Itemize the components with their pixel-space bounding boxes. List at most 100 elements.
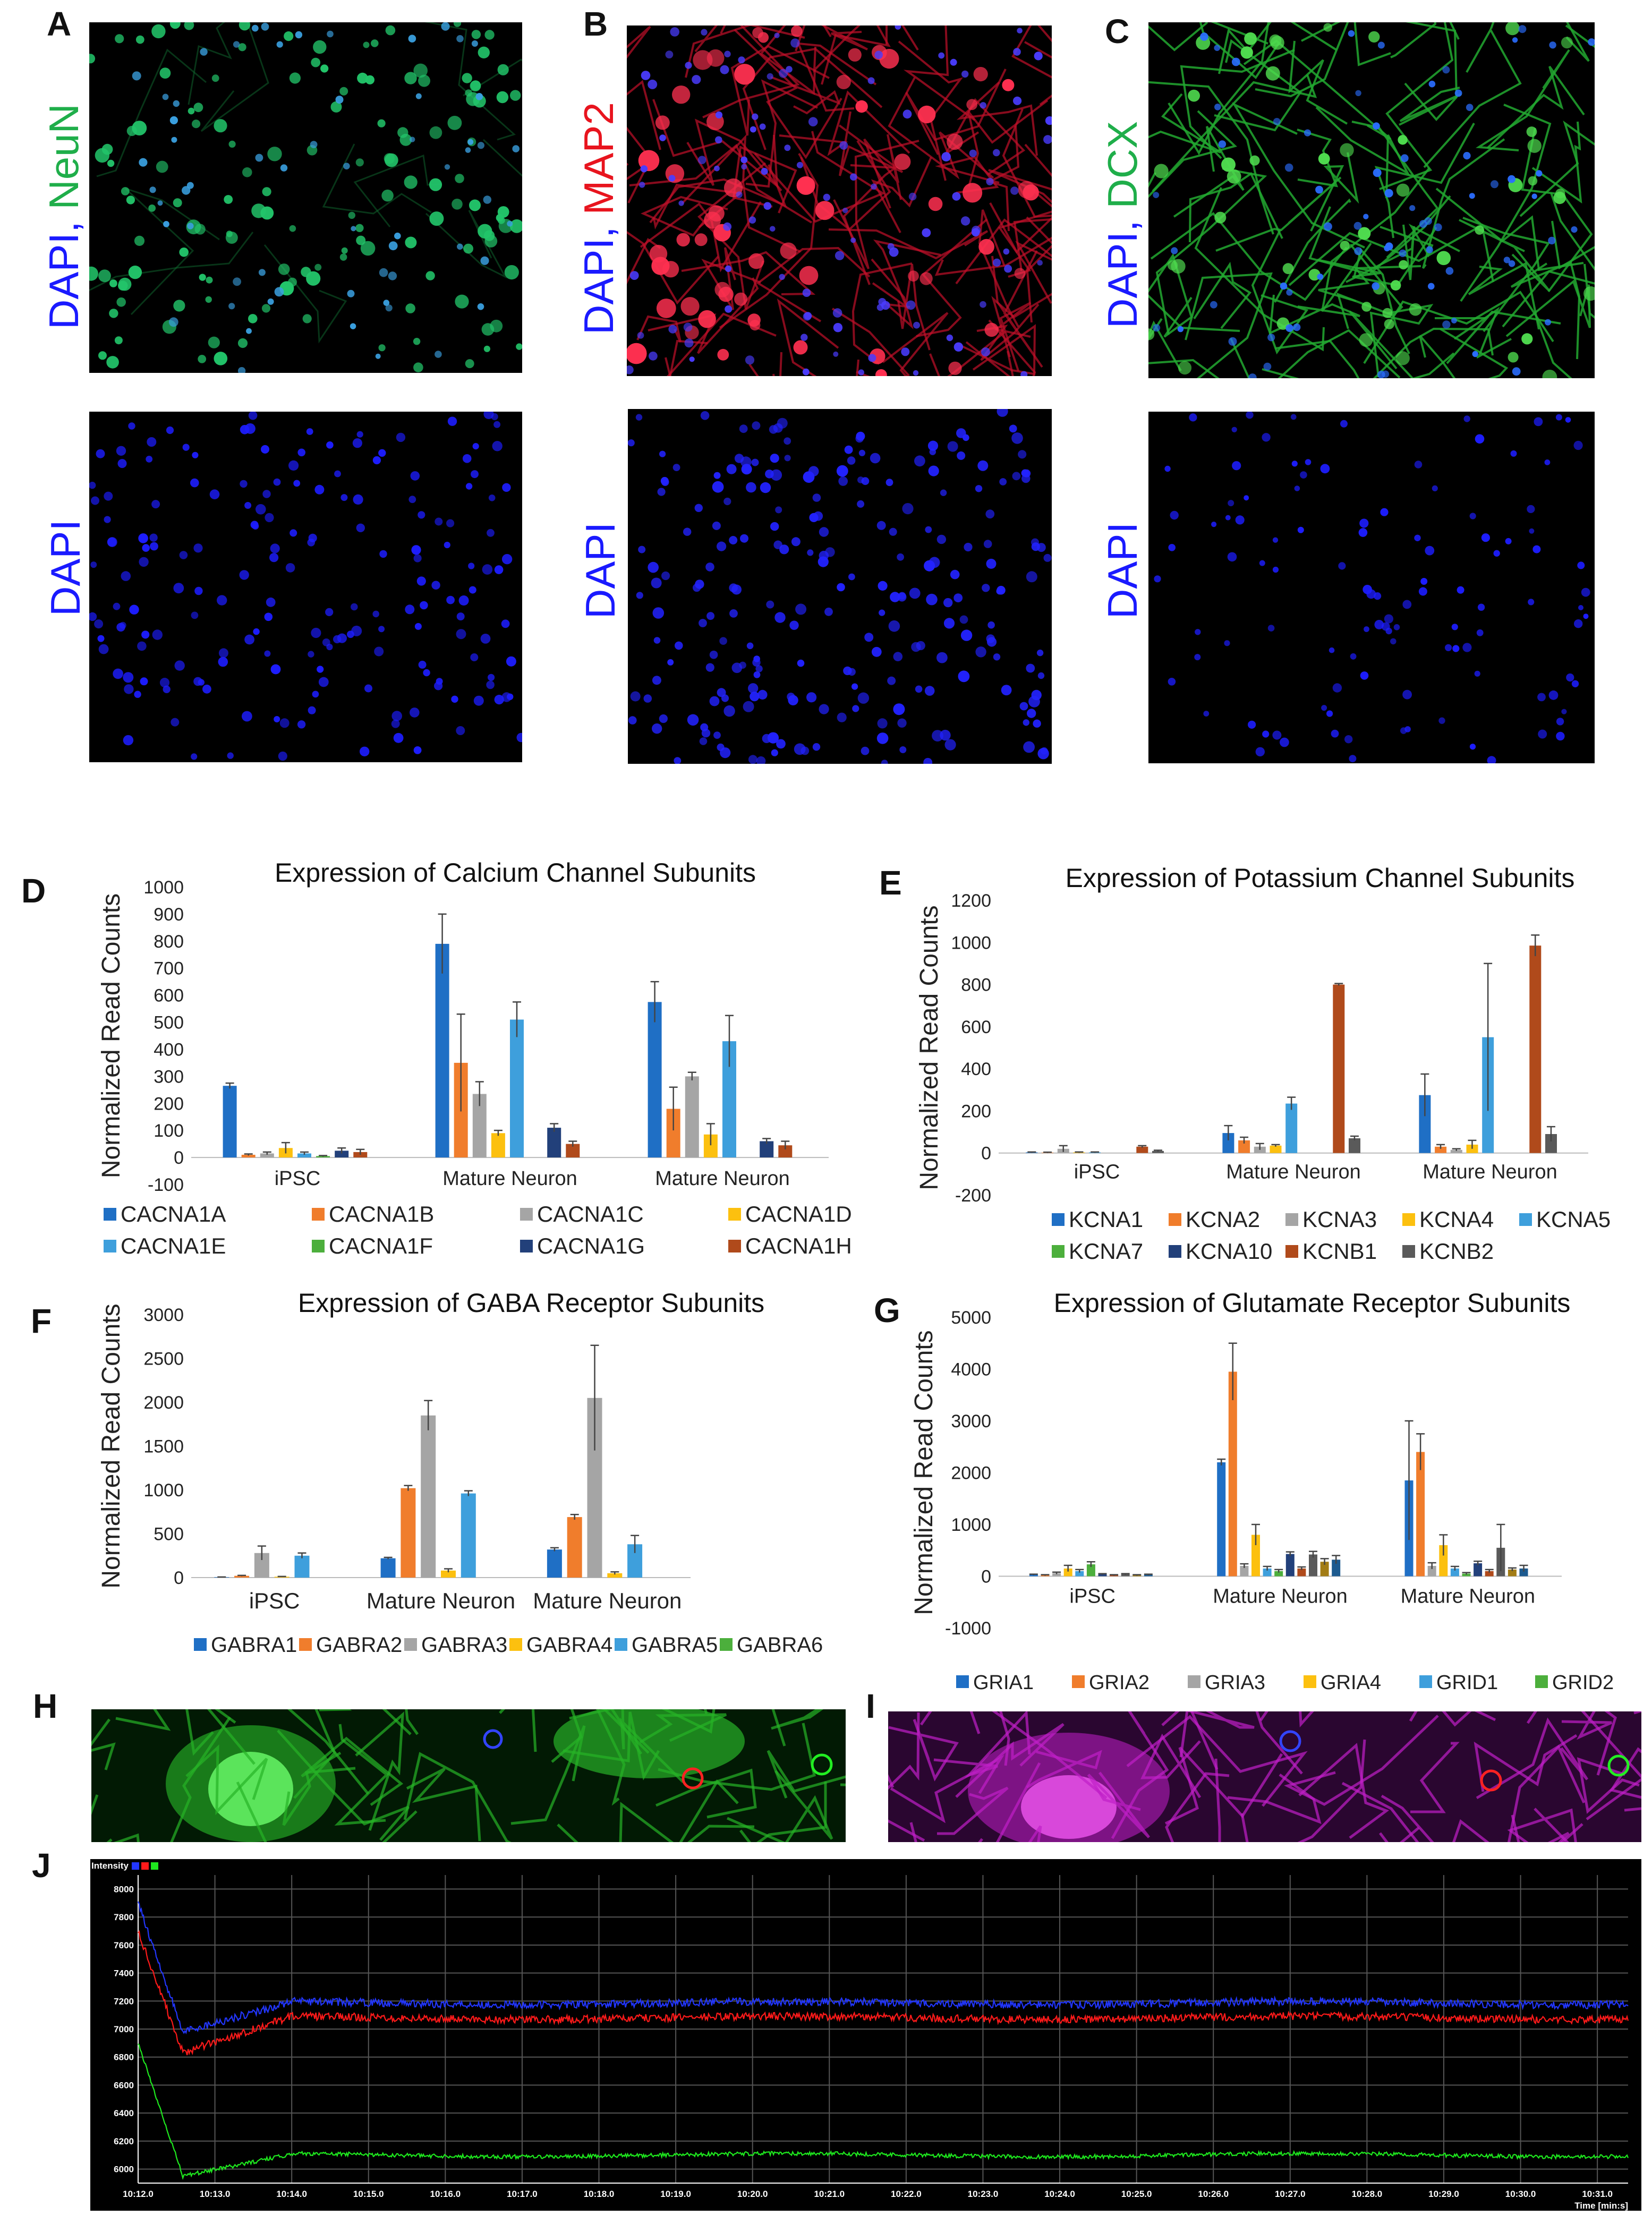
panel-label-g: G [874,1291,900,1330]
legend-entry: KCNB2 [1419,1239,1494,1264]
legend-swatch [1535,1675,1548,1688]
bar-cacna1d [491,1133,505,1158]
bar-cacna1h [778,1145,793,1158]
y-tick-label: -100 [148,1175,184,1195]
legend-swatch [104,1208,116,1221]
intensity-trace-plot: 10:12.0 10:13.0 10:14.0 10:15.0 10:16.0 10:17… [90,1859,1641,2211]
legend-entry: CACNA1F [329,1233,433,1258]
y-tick-label: 0 [174,1568,184,1588]
y-tick-label: 900 [154,905,184,925]
y-tick-label: 6000 [114,2165,134,2175]
y-tick-label: 400 [154,1039,184,1060]
calcium-imaging-green [91,1709,846,1842]
chart-title: Expression of Glutamate Receptor Subunit… [1054,1288,1571,1318]
bar-kcna2 [1238,1140,1250,1153]
bar-grid2 [1086,1564,1095,1577]
x-tick-label: 10:21.0 [814,2189,845,2199]
bar-kcnb2 [1349,1138,1360,1153]
legend-swatch [1304,1675,1316,1688]
category-label: Mature Neuron [1401,1586,1535,1608]
y-tick-label: 5000 [951,1308,991,1328]
y-tick-label: 600 [154,986,184,1006]
legend-swatch [615,1638,627,1651]
y-tick-label: 4000 [951,1360,991,1380]
panel-label-h: H [33,1687,58,1725]
bar-grik2 [1485,1571,1494,1577]
panel-label-i: I [866,1687,875,1725]
legend-swatch-blue [132,1862,139,1870]
legend-swatch [1052,1245,1065,1258]
y-tick-label: -200 [955,1186,991,1206]
y-tick-label: 2000 [951,1463,991,1484]
category-label: Mature Neuron [533,1588,682,1613]
legend-entry: GABRA3 [421,1633,507,1657]
y-tick-label: 7600 [114,1940,134,1950]
chart-title: Expression of GABA Receptor Subunits [298,1288,764,1318]
y-tick-label: 200 [154,1094,184,1114]
bar-gabra2 [234,1575,250,1578]
legend-entry: CACNA1B [329,1202,434,1226]
legend-swatch [1402,1213,1415,1226]
legend-entry: KCNA10 [1186,1239,1272,1264]
y-tick-label: 1000 [143,877,184,898]
bar-cacna1c [685,1076,699,1158]
legend-swatch [1072,1675,1085,1688]
bar-gabra4 [607,1573,623,1578]
bar-gabra2 [401,1488,416,1578]
bar-cacna1b [241,1155,256,1158]
x-tick-label: 10:27.0 [1275,2189,1306,2199]
stain-label-b-bottom: DAPI [577,522,624,619]
bar-cacna1a [648,1002,662,1158]
bar-grid2 [1462,1573,1471,1577]
y-tick-label: 200 [961,1101,991,1121]
y-tick-label: 8000 [114,1884,134,1894]
y-tick-label: 1000 [951,933,991,953]
category-label: Mature Neuron [1213,1586,1347,1608]
bar-grid1 [1450,1568,1459,1577]
x-tick-label: 10:12.0 [123,2189,154,2199]
bar-cacna1a [223,1086,237,1158]
bar-grik1 [1285,1554,1295,1577]
legend-entry: KCNA1 [1069,1207,1143,1232]
legend-swatch [312,1208,325,1221]
chart-title: Expression of Potassium Channel Subunits [1066,863,1575,893]
bar-grik1 [1098,1574,1107,1577]
bar-kcnb2 [1545,1134,1557,1153]
bar-gabra1 [547,1549,562,1578]
bar-kcnb1 [1136,1146,1148,1153]
legend-swatch [1052,1213,1065,1226]
bar-kcna1 [1222,1133,1234,1153]
panel-label-f: F [31,1302,52,1340]
category-label: Mature Neuron [367,1588,515,1613]
legend-swatch [299,1638,312,1651]
bar-kcna1 [1419,1095,1431,1153]
micrograph-c-dapi [1148,412,1595,763]
legend-entry: GABRA5 [632,1633,718,1657]
x-tick-label: 10:31.0 [1582,2189,1613,2199]
legend-swatch [1285,1213,1298,1226]
stain-label-a-top: DAPI, NeuN [40,104,87,329]
bar-grik4 [1320,1562,1329,1577]
y-tick-label: 100 [154,1121,184,1141]
y-tick-label: 1000 [951,1515,991,1535]
bar-gabra5 [294,1555,310,1578]
bar-gabra5 [461,1493,476,1578]
bar-gabra1 [380,1558,396,1578]
legend-entry: GRID2 [1552,1672,1614,1694]
micrograph-a-dapi [89,412,522,762]
category-label: Mature Neuron [442,1168,577,1190]
legend-entry: CACNA1E [121,1233,226,1258]
bar-gria3 [1052,1573,1061,1577]
panel-label-e: E [879,864,902,902]
legend-entry: CACNA1H [745,1233,852,1258]
legend-entry: KCNA3 [1302,1207,1377,1232]
bar-cacna1e [297,1153,311,1158]
bar-gria2 [1416,1452,1425,1577]
y-tick-label: 0 [174,1148,184,1168]
panel-label-a: A [47,5,72,43]
y-tick-label: 7200 [114,1996,134,2006]
bar-grid1 [1263,1568,1272,1577]
x-tick-label: 10:17.0 [507,2189,538,2199]
bar-grik5 [1332,1560,1341,1577]
y-tick-label: 700 [154,959,184,979]
